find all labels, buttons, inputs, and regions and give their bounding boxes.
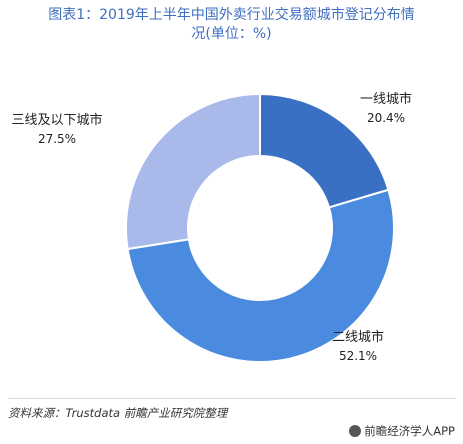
chart-title-line-2: 况(单位：%) — [191, 26, 272, 42]
slice-category-label-3: 三线及以下城市 — [11, 112, 102, 128]
brand-logo-icon — [349, 425, 362, 437]
brand-name: 前瞻经济学人APP — [364, 424, 455, 438]
donut-slice-2 — [126, 188, 395, 363]
slice-category-label-2: 二线城市 — [332, 329, 384, 345]
footer: 资料来源：Trustdata 前瞻产业研究院整理 — [8, 398, 456, 421]
brand: 前瞻经济学人APP — [349, 423, 455, 439]
donut-slice-3 — [125, 92, 261, 251]
chart-title-line-1: 图表1：2019年上半年中国外卖行业交易额城市登记分布情 — [48, 7, 415, 23]
chart-title: 图表1：2019年上半年中国外卖行业交易额城市登记分布情 况(单位：%) — [0, 6, 463, 44]
slice-value-label-3: 27.5% — [38, 132, 76, 146]
slice-category-label-1: 一线城市 — [360, 91, 412, 107]
source-note: 资料来源：Trustdata 前瞻产业研究院整理 — [8, 406, 228, 420]
slice-value-label-1: 20.4% — [367, 111, 405, 125]
slice-value-label-2: 52.1% — [339, 349, 377, 363]
